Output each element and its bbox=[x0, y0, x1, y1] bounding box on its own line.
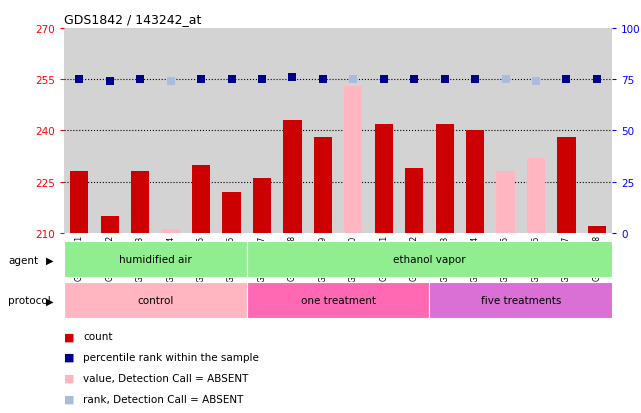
Text: ▶: ▶ bbox=[46, 296, 54, 306]
Text: protocol: protocol bbox=[8, 296, 51, 306]
Point bbox=[135, 77, 146, 83]
Bar bbox=[405, 169, 423, 233]
Text: count: count bbox=[83, 332, 113, 342]
Bar bbox=[101, 216, 119, 233]
Bar bbox=[557, 138, 576, 233]
Bar bbox=[466, 131, 484, 233]
Bar bbox=[588, 227, 606, 233]
Point bbox=[409, 77, 419, 83]
Bar bbox=[192, 165, 210, 233]
Point bbox=[318, 77, 328, 83]
Bar bbox=[344, 87, 362, 233]
Bar bbox=[131, 172, 149, 233]
Bar bbox=[247, 241, 612, 277]
Point bbox=[165, 79, 176, 85]
Bar bbox=[64, 241, 247, 277]
Bar bbox=[222, 192, 240, 233]
Text: GDS1842 / 143242_at: GDS1842 / 143242_at bbox=[64, 13, 201, 26]
Text: value, Detection Call = ABSENT: value, Detection Call = ABSENT bbox=[83, 373, 249, 383]
Point bbox=[531, 79, 541, 85]
Bar bbox=[283, 121, 301, 233]
Point bbox=[226, 77, 237, 83]
Text: ■: ■ bbox=[64, 332, 74, 342]
Text: control: control bbox=[137, 295, 174, 306]
Point bbox=[562, 77, 572, 83]
Point bbox=[470, 77, 480, 83]
Bar bbox=[253, 179, 271, 233]
Point bbox=[379, 77, 389, 83]
Text: ■: ■ bbox=[64, 394, 74, 404]
Bar bbox=[64, 282, 247, 318]
Bar bbox=[527, 159, 545, 233]
Bar bbox=[436, 124, 454, 233]
Text: agent: agent bbox=[8, 255, 38, 265]
Bar bbox=[162, 230, 179, 233]
Point bbox=[196, 77, 206, 83]
Point bbox=[348, 77, 358, 83]
Bar bbox=[496, 172, 515, 233]
Bar bbox=[314, 138, 332, 233]
Text: ethanol vapor: ethanol vapor bbox=[393, 254, 466, 264]
Text: rank, Detection Call = ABSENT: rank, Detection Call = ABSENT bbox=[83, 394, 244, 404]
Bar bbox=[247, 282, 429, 318]
Point bbox=[287, 75, 297, 81]
Text: one treatment: one treatment bbox=[301, 295, 376, 306]
Bar bbox=[71, 172, 88, 233]
Point bbox=[74, 77, 85, 83]
Point bbox=[104, 79, 115, 85]
Text: ▶: ▶ bbox=[46, 255, 54, 265]
Point bbox=[592, 77, 602, 83]
Text: ■: ■ bbox=[64, 373, 74, 383]
Text: five treatments: five treatments bbox=[481, 295, 561, 306]
Text: humidified air: humidified air bbox=[119, 254, 192, 264]
Point bbox=[501, 77, 511, 83]
Point bbox=[257, 77, 267, 83]
Point bbox=[440, 77, 450, 83]
Bar bbox=[374, 124, 393, 233]
Text: percentile rank within the sample: percentile rank within the sample bbox=[83, 352, 259, 362]
Bar bbox=[429, 282, 612, 318]
Text: ■: ■ bbox=[64, 352, 74, 362]
